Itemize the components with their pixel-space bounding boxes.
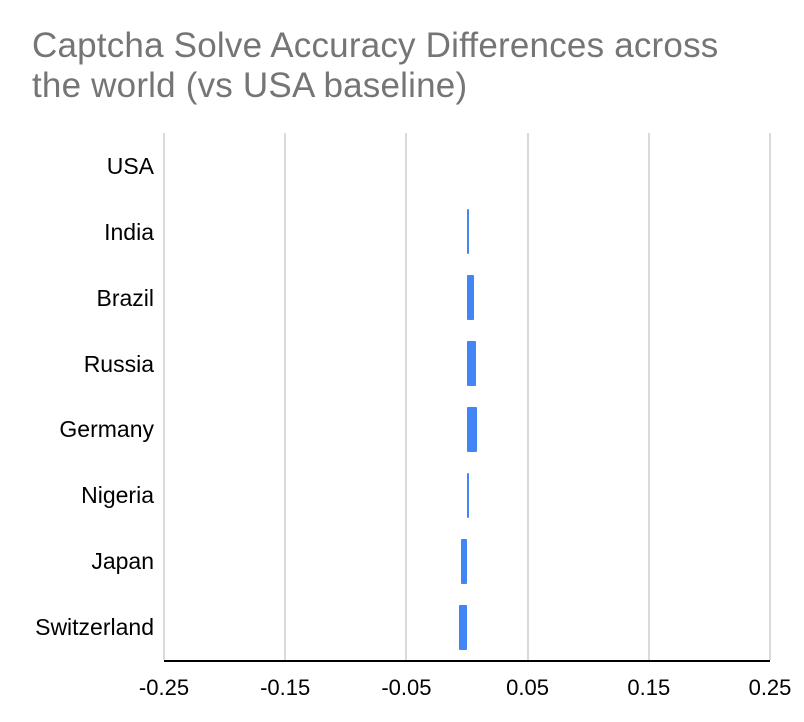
bar-japan	[460, 538, 467, 584]
chart-title: Captcha Solve Accuracy Differences acros…	[32, 26, 719, 105]
category-label-brazil: Brazil	[96, 284, 154, 311]
category-label-germany: Germany	[59, 416, 154, 443]
gridline-x-0.25	[769, 133, 771, 660]
bar-germany	[467, 406, 477, 452]
x-tick-label: 0.05	[506, 675, 550, 700]
x-tick-label: -0.05	[381, 675, 432, 700]
gridline-x-0.05	[526, 133, 529, 660]
x-tick-label: 0.25	[748, 675, 792, 700]
x-tick-label: -0.25	[138, 675, 190, 700]
bar-russia	[467, 341, 477, 387]
bar-brazil	[467, 275, 475, 321]
category-label-nigeria: Nigeria	[81, 482, 154, 509]
bar-india	[467, 209, 470, 255]
gridline-x--0.05	[405, 133, 408, 660]
gridline-x--0.15	[284, 133, 287, 660]
category-label-switzerland: Switzerland	[35, 614, 154, 641]
gridline-x-0.15	[647, 133, 650, 660]
category-label-usa: USA	[106, 152, 154, 179]
bar-nigeria	[467, 472, 470, 518]
gridline-x--0.25	[163, 133, 165, 660]
x-tick-label: 0.15	[627, 675, 671, 700]
bar-switzerland	[458, 604, 467, 650]
category-label-india: India	[104, 218, 154, 245]
category-label-russia: Russia	[83, 350, 154, 377]
x-tick-label: -0.15	[260, 675, 311, 700]
category-label-japan: Japan	[91, 548, 154, 575]
plot-area	[163, 133, 771, 662]
